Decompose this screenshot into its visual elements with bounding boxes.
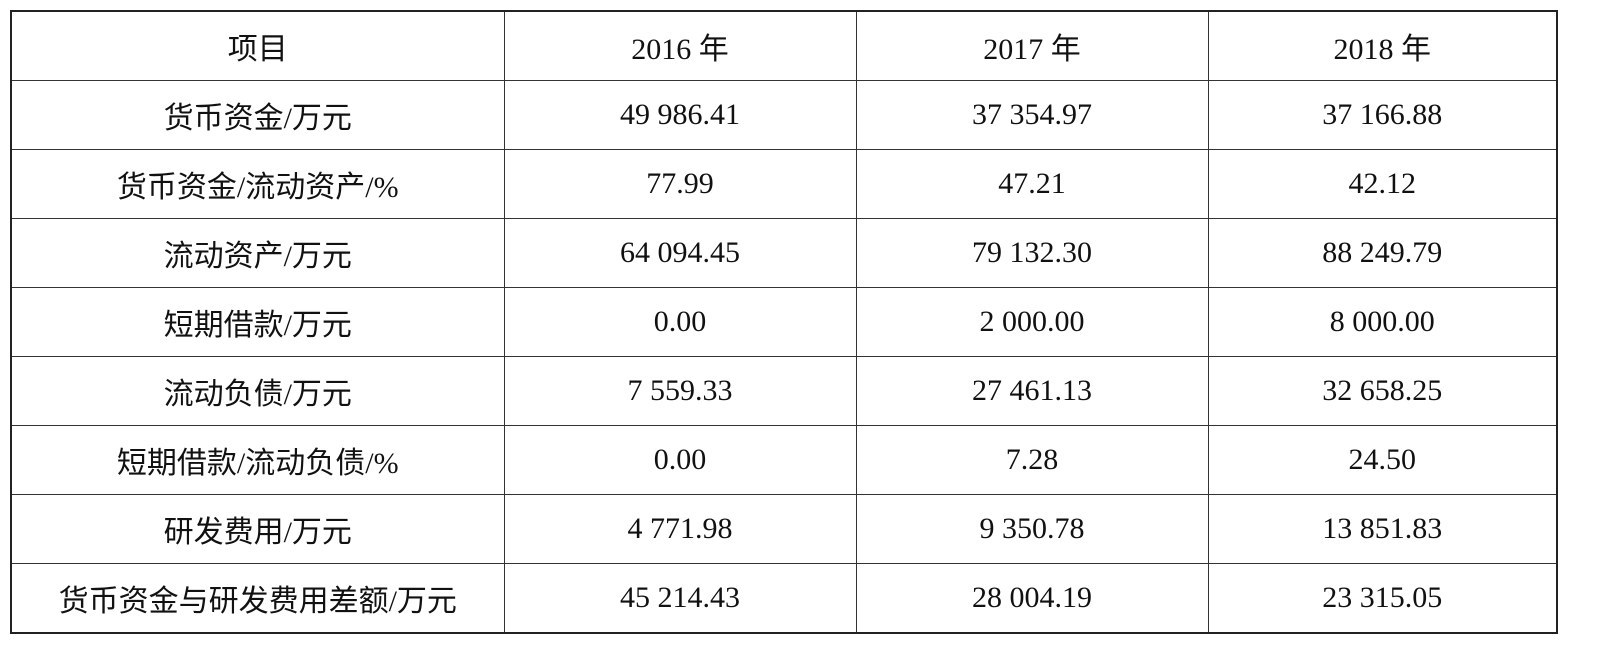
table-cell: 9 350.78: [855, 494, 1209, 564]
table-row: 货币资金/万元 49 986.41 37 354.97 37 166.88: [10, 80, 1558, 150]
table-cell: 79 132.30: [855, 218, 1209, 288]
table-cell: 77.99: [503, 149, 857, 219]
table-cell: 27 461.13: [855, 356, 1209, 426]
header-cell: 2017 年: [855, 10, 1209, 81]
table-cell: 2 000.00: [855, 287, 1209, 357]
table-row: 货币资金与研发费用差额/万元 45 214.43 28 004.19 23 315.0…: [10, 563, 1558, 634]
table-cell-label: 研发费用/万元: [10, 494, 505, 564]
data-table: 项目 2016 年 2017 年 2018 年货币资金/万元 49 986.41 37 3…: [10, 10, 1558, 634]
table-cell: 8 000.00: [1207, 287, 1558, 357]
table-cell: 0.00: [503, 425, 857, 495]
table-cell: 64 094.45: [503, 218, 857, 288]
table-cell: 47.21: [855, 149, 1209, 219]
table-cell-label: 货币资金/流动资产/%: [10, 149, 505, 219]
table-cell: 32 658.25: [1207, 356, 1558, 426]
table-cell: 49 986.41: [503, 80, 857, 150]
table-cell-label: 流动资产/万元: [10, 218, 505, 288]
table-cell: 7.28: [855, 425, 1209, 495]
table-row: 短期借款/流动负债/% 0.00 7.28 24.50: [10, 425, 1558, 495]
table-cell-label: 短期借款/万元: [10, 287, 505, 357]
table-cell: 23 315.05: [1207, 563, 1558, 634]
table-cell: 37 166.88: [1207, 80, 1558, 150]
table-body: 项目 2016 年 2017 年 2018 年货币资金/万元 49 986.41 37 3…: [10, 10, 1558, 634]
table-cell: 24.50: [1207, 425, 1558, 495]
table-cell-label: 货币资金/万元: [10, 80, 505, 150]
table-row: 短期借款/万元 0.00 2 000.00 8 000.00: [10, 287, 1558, 357]
table-cell-label: 货币资金与研发费用差额/万元: [10, 563, 505, 634]
table-cell: 13 851.83: [1207, 494, 1558, 564]
header-row: 项目 2016 年 2017 年 2018 年: [10, 10, 1558, 81]
table-cell: 42.12: [1207, 149, 1558, 219]
table-cell: 28 004.19: [855, 563, 1209, 634]
table-row: 研发费用/万元 4 771.98 9 350.78 13 851.83: [10, 494, 1558, 564]
table-cell-label: 短期借款/流动负债/%: [10, 425, 505, 495]
header-cell: 2018 年: [1207, 10, 1558, 81]
table-cell: 45 214.43: [503, 563, 857, 634]
table-cell: 88 249.79: [1207, 218, 1558, 288]
table-row: 流动负债/万元 7 559.33 27 461.13 32 658.25: [10, 356, 1558, 426]
table-cell: 4 771.98: [503, 494, 857, 564]
table-cell-label: 流动负债/万元: [10, 356, 505, 426]
header-cell: 2016 年: [503, 10, 857, 81]
table-cell: 7 559.33: [503, 356, 857, 426]
header-cell-label: 项目: [10, 10, 505, 81]
table-cell: 0.00: [503, 287, 857, 357]
table-row: 货币资金/流动资产/% 77.99 47.21 42.12: [10, 149, 1558, 219]
table-cell: 37 354.97: [855, 80, 1209, 150]
table-row: 流动资产/万元 64 094.45 79 132.30 88 249.79: [10, 218, 1558, 288]
